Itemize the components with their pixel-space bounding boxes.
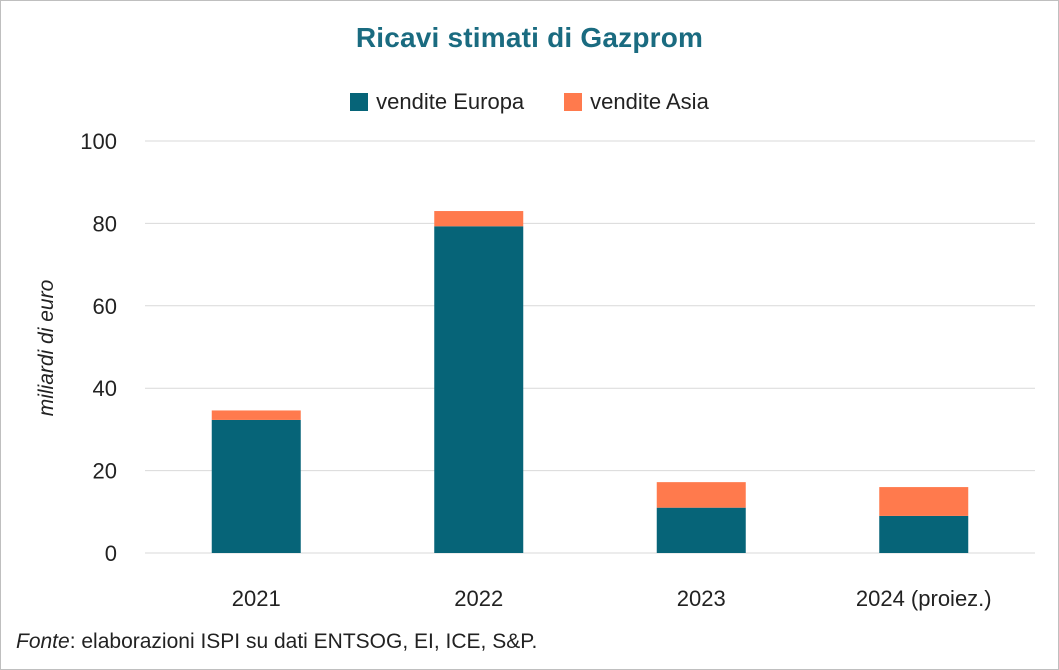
y-tick-label-0: 0 — [105, 541, 117, 566]
bar-europa-2 — [656, 507, 746, 553]
x-tick-label-1: 2022 — [454, 586, 503, 611]
source-note: Fonte: elaborazioni ISPI su dati ENTSOG,… — [16, 630, 537, 654]
legend-item-asia: vendite Asia — [564, 89, 709, 115]
y-tick-label-80: 80 — [93, 211, 117, 236]
legend-swatch-europa — [350, 93, 369, 111]
legend-label-europa: vendite Europa — [376, 89, 525, 114]
x-tick-label-2: 2023 — [677, 586, 726, 611]
source-text: : elaborazioni ISPI su dati ENTSOG, EI, … — [69, 630, 538, 653]
y-tick-label-40: 40 — [93, 376, 117, 401]
x-tick-label-3: 2024 (proiez.) — [856, 586, 992, 611]
bar-europa-1 — [434, 226, 524, 553]
bar-europa-3 — [879, 515, 969, 553]
bar-asia-0 — [211, 410, 301, 420]
y-tick-label-20: 20 — [93, 459, 117, 484]
bar-asia-2 — [656, 482, 746, 508]
source-label: Fonte — [16, 630, 70, 653]
legend-label-asia: vendite Asia — [590, 89, 709, 114]
y-tick-label-100: 100 — [80, 129, 117, 154]
bar-europa-0 — [211, 419, 301, 553]
bar-asia-1 — [434, 211, 524, 227]
y-tick-label-60: 60 — [93, 294, 117, 319]
legend-item-europa: vendite Europa — [350, 89, 524, 115]
chart-title: Ricavi stimati di Gazprom — [355, 22, 704, 53]
x-tick-label-0: 2021 — [232, 586, 281, 611]
chart-legend: vendite Europa vendite Asia — [0, 89, 1059, 115]
legend-swatch-asia — [564, 93, 583, 111]
bar-asia-3 — [879, 487, 969, 516]
